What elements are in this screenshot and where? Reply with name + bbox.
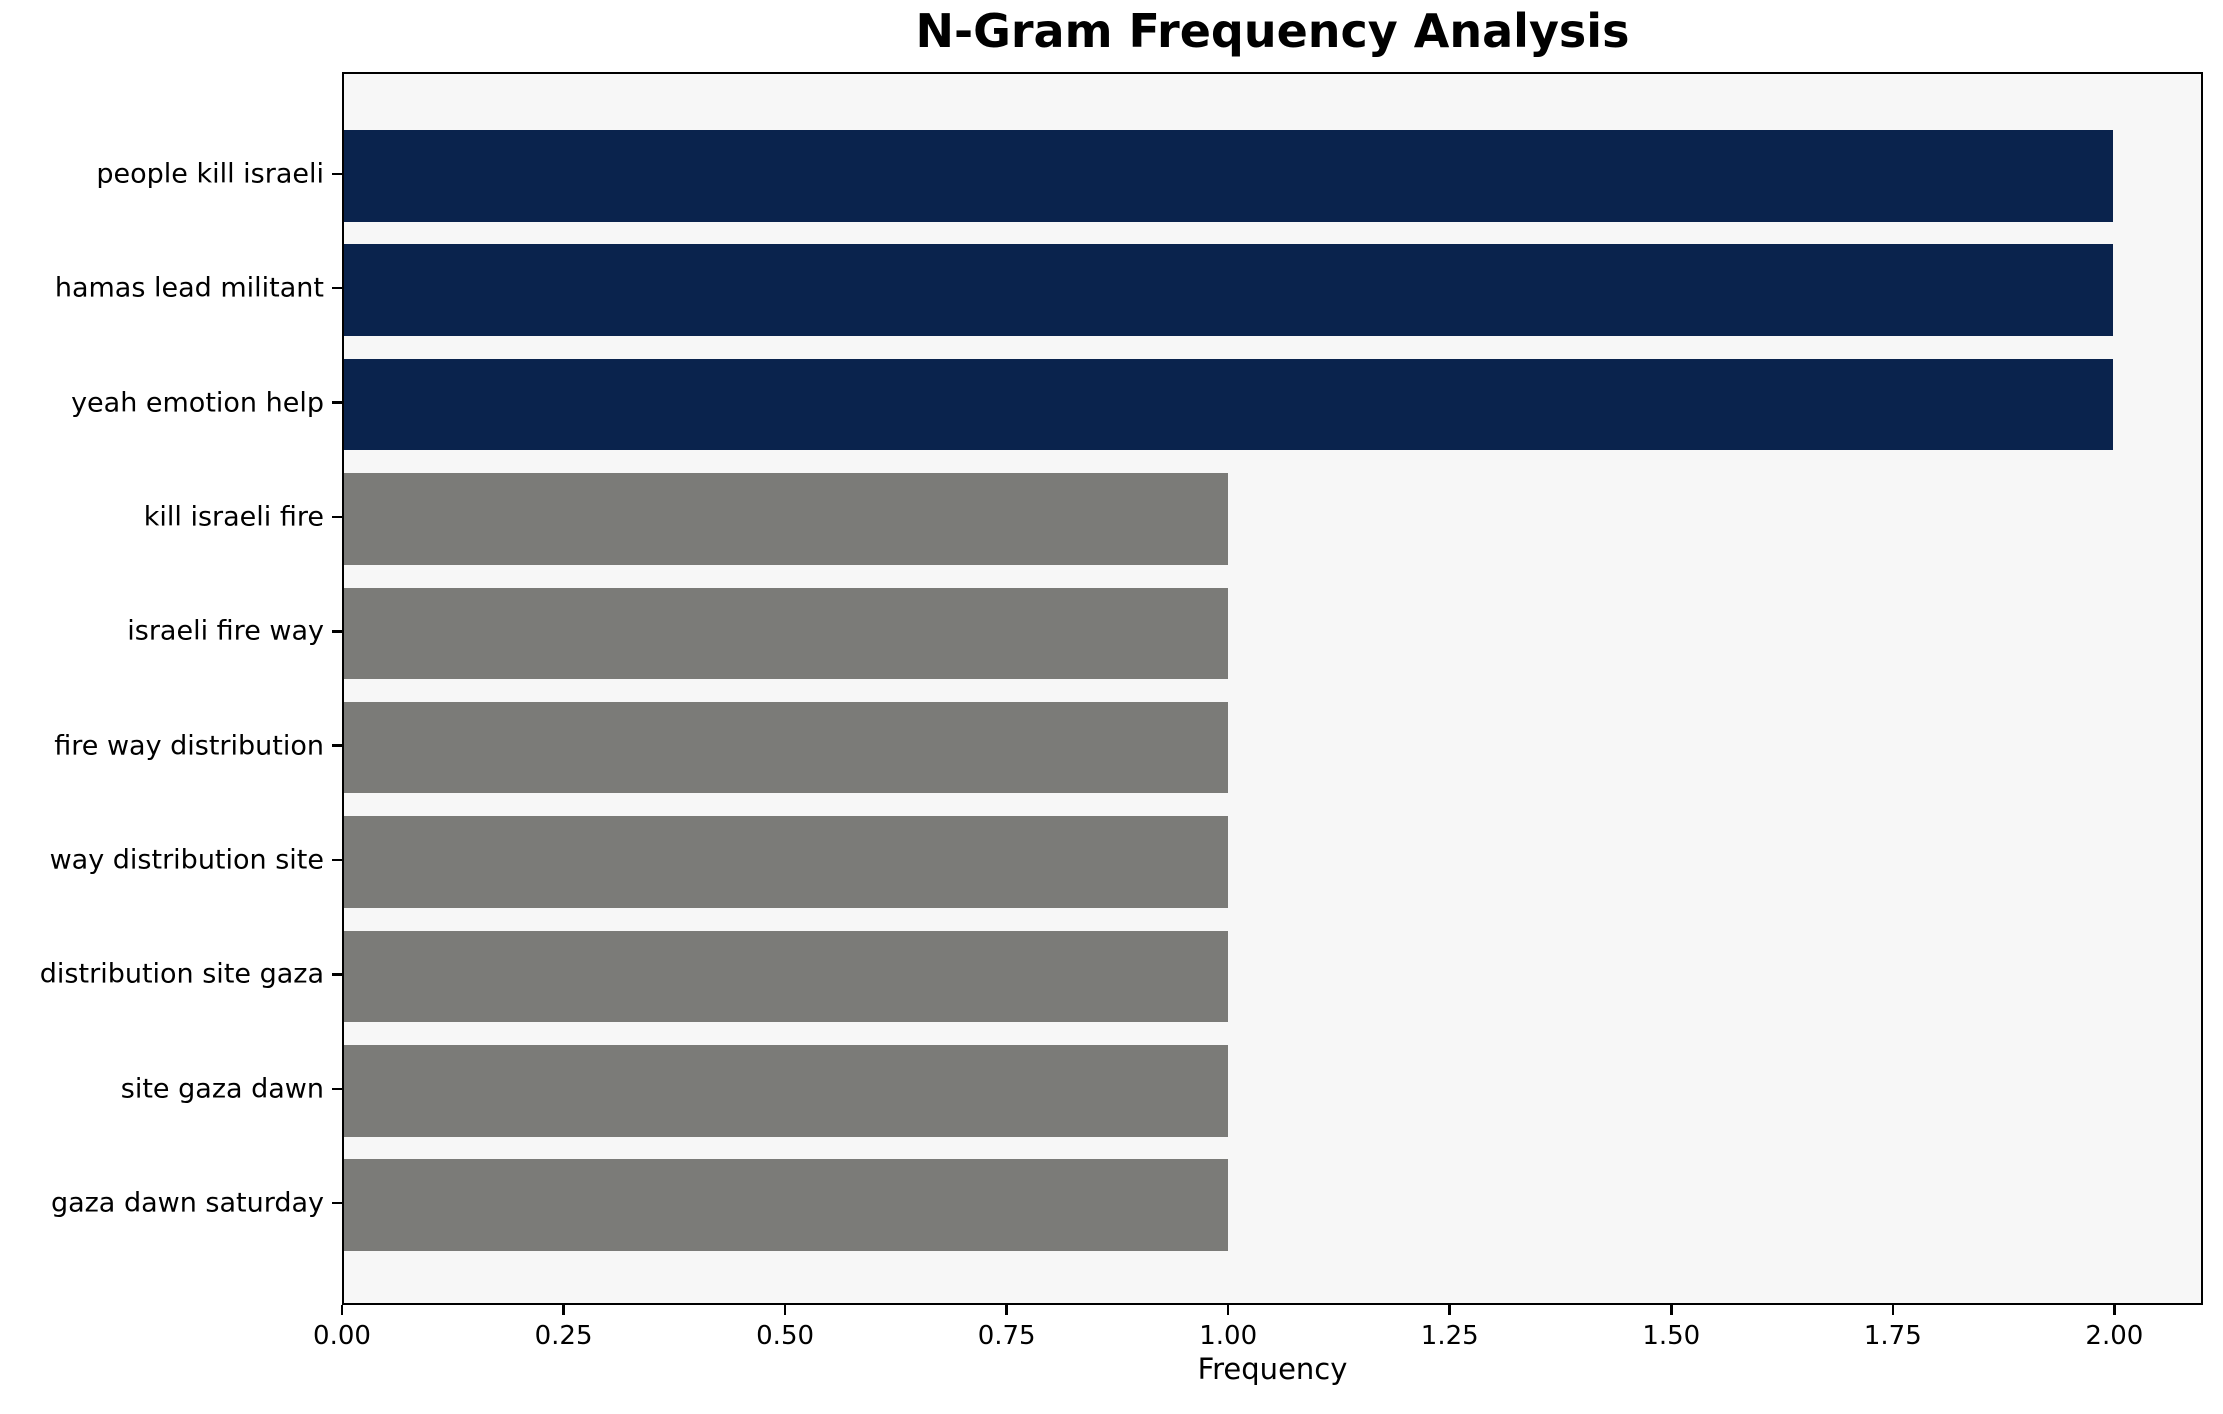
y-tick-label: gaza dawn saturday xyxy=(50,1187,324,1219)
x-tick-mark xyxy=(340,1305,344,1315)
x-tick-label: 0.75 xyxy=(977,1321,1036,1351)
bar-way-distribution-site xyxy=(344,816,1229,908)
x-tick-label: 1.75 xyxy=(1863,1321,1922,1351)
x-tick-mark xyxy=(562,1305,565,1315)
y-tick-mark xyxy=(332,515,342,519)
x-axis-label: Frequency xyxy=(1197,1352,1348,1386)
x-tick-mark xyxy=(2113,1305,2116,1315)
bar-gaza-dawn-saturday xyxy=(344,1159,1229,1251)
x-tick-mark xyxy=(1448,1305,1451,1315)
x-tick-label: 1.25 xyxy=(1420,1321,1479,1351)
y-tick-mark xyxy=(332,744,342,747)
x-tick-mark xyxy=(1005,1305,1008,1315)
y-tick-mark xyxy=(332,172,342,176)
y-tick-label: yeah emotion help xyxy=(71,387,324,419)
y-tick-mark xyxy=(332,1087,342,1091)
y-tick-label: people kill israeli xyxy=(96,158,324,190)
plot-area xyxy=(342,72,2203,1305)
x-tick-label: 0.00 xyxy=(313,1321,371,1351)
x-tick-label: 0.25 xyxy=(534,1321,593,1351)
bar-people-kill-israeli xyxy=(344,130,2113,222)
chart-title: N-Gram Frequency Analysis xyxy=(915,4,1630,58)
x-tick-mark xyxy=(1226,1305,1230,1315)
x-tick-label: 1.50 xyxy=(1642,1321,1701,1351)
bar-israeli-fire-way xyxy=(344,587,1229,680)
bar-fire-way-distribution xyxy=(344,701,1229,794)
bar-distribution-site-gaza xyxy=(344,930,1229,1023)
x-tick-label: 0.50 xyxy=(756,1321,815,1351)
x-tick-mark xyxy=(1670,1305,1673,1315)
x-tick-mark xyxy=(783,1305,787,1315)
y-tick-label: kill israeli fire xyxy=(143,501,324,533)
bar-yeah-emotion-help xyxy=(344,358,2113,451)
y-tick-label: israeli fire way xyxy=(127,615,324,647)
y-tick-mark xyxy=(332,401,342,404)
y-tick-label: way distribution site xyxy=(49,844,324,876)
y-tick-label: distribution site gaza xyxy=(39,958,324,990)
x-tick-mark xyxy=(1891,1305,1895,1315)
y-tick-label: hamas lead militant xyxy=(54,272,324,304)
y-tick-label: site gaza dawn xyxy=(120,1073,324,1105)
y-tick-mark xyxy=(332,630,342,633)
y-tick-mark xyxy=(332,973,342,976)
bar-kill-israeli-fire xyxy=(344,473,1229,565)
x-tick-label: 1.00 xyxy=(1199,1321,1258,1351)
y-tick-mark xyxy=(332,286,342,290)
x-tick-label: 2.00 xyxy=(2085,1321,2144,1351)
y-tick-mark xyxy=(332,858,342,862)
bar-site-gaza-dawn xyxy=(344,1045,1229,1137)
bar-hamas-lead-militant xyxy=(344,244,2113,336)
y-tick-label: fire way distribution xyxy=(54,730,324,762)
y-tick-mark xyxy=(332,1201,342,1205)
